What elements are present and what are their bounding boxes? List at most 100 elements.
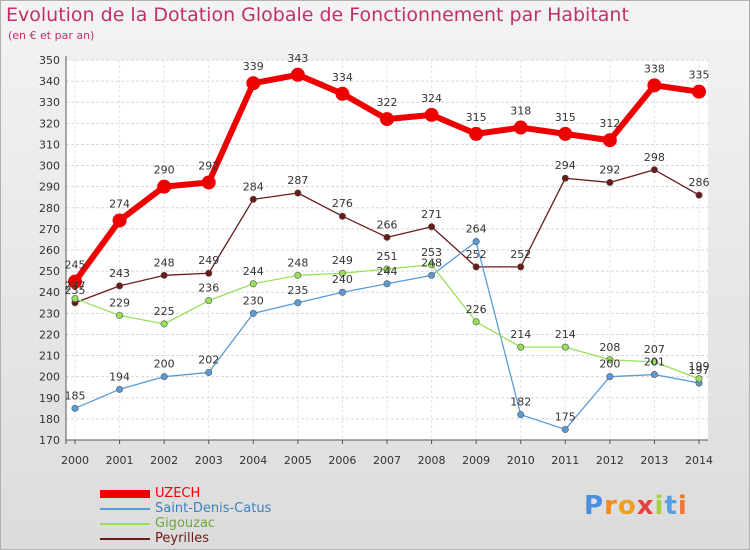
data-label: 229 bbox=[109, 296, 130, 309]
data-point bbox=[383, 265, 391, 273]
y-tick-label: 170 bbox=[39, 434, 60, 447]
data-label: 201 bbox=[644, 356, 665, 369]
data-point bbox=[513, 120, 528, 135]
data-point bbox=[561, 343, 569, 351]
data-label: 274 bbox=[109, 197, 130, 210]
data-point bbox=[472, 263, 480, 271]
data-label: 335 bbox=[689, 69, 710, 82]
data-label: 235 bbox=[65, 284, 86, 297]
data-label: 271 bbox=[421, 208, 442, 221]
data-point bbox=[205, 269, 213, 277]
x-tick-label: 2012 bbox=[596, 454, 624, 467]
data-point bbox=[650, 371, 658, 379]
logo-letter: r bbox=[604, 491, 618, 521]
data-label: 214 bbox=[510, 328, 531, 341]
data-point bbox=[205, 368, 213, 376]
data-label: 298 bbox=[644, 151, 665, 164]
data-point bbox=[201, 175, 216, 190]
x-tick-label: 2001 bbox=[106, 454, 134, 467]
y-tick-label: 320 bbox=[39, 117, 60, 130]
data-point bbox=[116, 282, 124, 290]
data-label: 312 bbox=[599, 117, 620, 130]
data-point bbox=[424, 107, 439, 122]
data-label: 244 bbox=[243, 265, 264, 278]
data-label: 237 bbox=[65, 280, 86, 293]
data-label: 249 bbox=[198, 254, 219, 267]
data-label: 318 bbox=[510, 105, 531, 118]
data-label: 235 bbox=[287, 284, 308, 297]
data-point bbox=[428, 261, 436, 269]
y-tick-label: 280 bbox=[39, 202, 60, 215]
data-label: 264 bbox=[466, 223, 487, 236]
chart-subtitle: (en € et par an) bbox=[8, 29, 95, 42]
legend-swatch bbox=[100, 490, 150, 498]
logo-letter: o bbox=[617, 491, 637, 521]
data-label: 185 bbox=[65, 389, 86, 402]
x-tick-label: 2003 bbox=[195, 454, 223, 467]
y-tick-label: 300 bbox=[39, 160, 60, 173]
data-label: 266 bbox=[377, 218, 398, 231]
data-point bbox=[695, 191, 703, 199]
data-point bbox=[68, 274, 82, 289]
data-label: 182 bbox=[510, 396, 531, 409]
data-label: 226 bbox=[466, 303, 487, 316]
y-tick-label: 210 bbox=[39, 350, 60, 363]
data-point bbox=[205, 297, 213, 305]
y-tick-label: 260 bbox=[39, 244, 60, 257]
data-point bbox=[290, 67, 305, 82]
data-point bbox=[472, 318, 480, 326]
data-point bbox=[695, 375, 703, 383]
data-label: 286 bbox=[689, 176, 710, 189]
data-point bbox=[428, 223, 436, 231]
y-tick-label: 220 bbox=[39, 328, 60, 341]
y-tick-label: 340 bbox=[39, 75, 60, 88]
data-point bbox=[380, 112, 394, 127]
data-point bbox=[116, 385, 124, 393]
data-point bbox=[338, 212, 346, 220]
data-point bbox=[692, 84, 706, 99]
legend-label: UZECH bbox=[155, 486, 201, 501]
data-point bbox=[249, 309, 257, 317]
data-point bbox=[606, 178, 614, 186]
data-point bbox=[246, 76, 261, 91]
data-label: 240 bbox=[332, 273, 353, 286]
data-point bbox=[517, 263, 525, 271]
data-label: 322 bbox=[377, 96, 398, 109]
data-point bbox=[647, 78, 662, 93]
data-point bbox=[517, 411, 525, 419]
data-point bbox=[517, 343, 525, 351]
data-label: 284 bbox=[243, 180, 264, 193]
x-tick-label: 2000 bbox=[61, 454, 89, 467]
y-tick-label: 270 bbox=[39, 223, 60, 236]
y-tick-label: 240 bbox=[39, 286, 60, 299]
legend-swatch bbox=[100, 508, 150, 510]
data-point bbox=[561, 174, 569, 182]
logo-letter: x bbox=[636, 491, 655, 521]
data-point bbox=[469, 126, 484, 141]
data-label: 202 bbox=[198, 353, 219, 366]
data-label: 315 bbox=[466, 111, 487, 124]
data-label: 324 bbox=[421, 92, 442, 105]
data-point bbox=[606, 356, 614, 364]
data-label: 208 bbox=[599, 341, 620, 354]
data-point bbox=[160, 271, 168, 279]
y-tick-label: 180 bbox=[39, 413, 60, 426]
x-tick-label: 2009 bbox=[462, 454, 490, 467]
y-tick-label: 250 bbox=[39, 265, 60, 278]
data-label: 244 bbox=[377, 265, 398, 278]
data-point bbox=[157, 179, 172, 194]
data-point bbox=[71, 295, 79, 303]
data-point bbox=[606, 373, 614, 381]
y-tick-label: 350 bbox=[39, 54, 60, 67]
logo-letter: t bbox=[664, 491, 678, 521]
x-tick-label: 2006 bbox=[328, 454, 356, 467]
legend-label: Gigouzac bbox=[155, 516, 216, 531]
data-label: 251 bbox=[377, 250, 398, 263]
data-label: 343 bbox=[287, 52, 308, 65]
data-label: 290 bbox=[154, 164, 175, 177]
data-label: 249 bbox=[332, 254, 353, 267]
data-point bbox=[383, 280, 391, 288]
data-label: 200 bbox=[154, 358, 175, 371]
data-point bbox=[383, 233, 391, 241]
